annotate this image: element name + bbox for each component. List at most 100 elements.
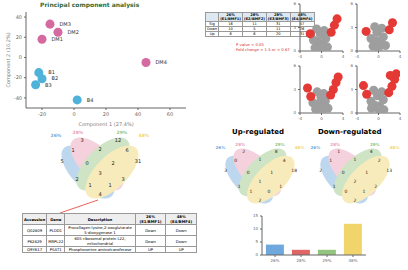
svg-text:-40: -40 bbox=[14, 95, 22, 101]
svg-text:DM4: DM4 bbox=[156, 59, 167, 65]
svg-text:2: 2 bbox=[98, 146, 101, 152]
svg-text:-4: -4 bbox=[355, 116, 359, 121]
svg-text:6: 6 bbox=[350, 63, 353, 68]
svg-text:2: 2 bbox=[319, 168, 322, 173]
svg-text:1: 1 bbox=[337, 149, 340, 154]
svg-text:28%: 28% bbox=[73, 130, 84, 135]
svg-text:2: 2 bbox=[75, 176, 78, 182]
svg-text:1: 1 bbox=[333, 184, 336, 189]
svg-text:28%: 28% bbox=[297, 258, 306, 263]
svg-text:1: 1 bbox=[270, 170, 273, 175]
svg-text:DM3: DM3 bbox=[60, 21, 71, 27]
svg-text:3: 3 bbox=[121, 176, 124, 182]
svg-text:Component 2 (10.2%): Component 2 (10.2%) bbox=[8, 32, 12, 87]
svg-text:0: 0 bbox=[293, 48, 296, 53]
svg-text:4: 4 bbox=[370, 149, 373, 154]
svg-text:1: 1 bbox=[365, 170, 368, 175]
svg-text:1: 1 bbox=[329, 158, 332, 163]
svg-text:0: 0 bbox=[320, 116, 323, 121]
svg-text:4: 4 bbox=[399, 116, 400, 121]
svg-text:3: 3 bbox=[293, 87, 296, 92]
svg-text:29%: 29% bbox=[117, 130, 128, 135]
svg-text:0: 0 bbox=[342, 170, 345, 175]
svg-text:12: 12 bbox=[115, 137, 121, 143]
svg-text:4: 4 bbox=[342, 54, 345, 59]
svg-text:-4: -4 bbox=[298, 54, 302, 59]
svg-text:1: 1 bbox=[259, 179, 262, 184]
svg-text:DM1: DM1 bbox=[52, 36, 63, 42]
svg-text:4: 4 bbox=[98, 191, 101, 197]
svg-text:2: 2 bbox=[354, 179, 357, 184]
svg-text:8: 8 bbox=[275, 149, 278, 154]
svg-text:6: 6 bbox=[350, 1, 353, 6]
svg-text:3: 3 bbox=[293, 25, 296, 30]
svg-text:4: 4 bbox=[283, 158, 286, 163]
svg-text:29%: 29% bbox=[370, 142, 380, 147]
svg-text:0: 0 bbox=[234, 158, 237, 163]
svg-text:1: 1 bbox=[354, 157, 357, 162]
svg-text:0: 0 bbox=[268, 189, 271, 194]
svg-text:20: 20 bbox=[16, 34, 22, 40]
svg-text:1: 1 bbox=[108, 182, 111, 188]
svg-text:48%: 48% bbox=[390, 145, 400, 150]
svg-text:-4: -4 bbox=[298, 116, 302, 121]
svg-text:B2: B2 bbox=[52, 75, 59, 81]
svg-text:3: 3 bbox=[350, 25, 353, 30]
svg-text:26%: 26% bbox=[311, 145, 321, 150]
svg-text:5: 5 bbox=[60, 158, 63, 164]
svg-text:1: 1 bbox=[363, 189, 366, 194]
svg-text:2: 2 bbox=[259, 198, 262, 203]
svg-text:26%: 26% bbox=[271, 258, 280, 263]
svg-text:48%: 48% bbox=[349, 258, 358, 263]
svg-text:Component 1 (27.4%): Component 1 (27.4%) bbox=[78, 121, 133, 128]
svg-text:28%: 28% bbox=[235, 142, 245, 147]
svg-text:1: 1 bbox=[279, 184, 282, 189]
svg-text:4: 4 bbox=[342, 116, 345, 121]
svg-text:29%: 29% bbox=[275, 142, 285, 147]
svg-text:2: 2 bbox=[242, 149, 245, 154]
svg-text:0: 0 bbox=[350, 48, 353, 53]
svg-text:0: 0 bbox=[377, 116, 380, 121]
svg-text:0: 0 bbox=[255, 252, 258, 257]
svg-text:26%: 26% bbox=[51, 133, 62, 138]
svg-text:3: 3 bbox=[80, 137, 83, 143]
svg-text:3: 3 bbox=[350, 87, 353, 92]
svg-text:29%: 29% bbox=[323, 258, 332, 263]
svg-text:48%: 48% bbox=[139, 133, 150, 138]
svg-text:6: 6 bbox=[293, 63, 296, 68]
svg-text:18: 18 bbox=[291, 168, 297, 173]
svg-text:0: 0 bbox=[320, 54, 323, 59]
svg-text:10: 10 bbox=[253, 226, 259, 231]
svg-text:B3: B3 bbox=[45, 82, 52, 88]
svg-text:0: 0 bbox=[293, 110, 296, 115]
svg-text:5: 5 bbox=[255, 239, 258, 244]
svg-text:13: 13 bbox=[386, 168, 392, 173]
svg-text:15: 15 bbox=[253, 214, 259, 218]
svg-text:-20: -20 bbox=[14, 74, 22, 80]
svg-text:B4: B4 bbox=[87, 97, 94, 103]
svg-text:1: 1 bbox=[71, 147, 74, 153]
svg-text:2: 2 bbox=[111, 160, 114, 166]
svg-text:6: 6 bbox=[125, 147, 128, 153]
svg-text:20: 20 bbox=[103, 111, 109, 117]
svg-text:3: 3 bbox=[224, 168, 227, 173]
svg-text:0: 0 bbox=[247, 170, 250, 175]
svg-text:48%: 48% bbox=[295, 145, 305, 150]
svg-text:26%: 26% bbox=[216, 145, 226, 150]
svg-text:1: 1 bbox=[259, 157, 262, 162]
svg-text:0: 0 bbox=[19, 54, 22, 60]
svg-text:40: 40 bbox=[16, 14, 22, 20]
svg-text:28%: 28% bbox=[330, 142, 340, 147]
svg-text:0: 0 bbox=[377, 54, 380, 59]
svg-text:2: 2 bbox=[378, 158, 381, 163]
svg-text:0: 0 bbox=[72, 111, 75, 117]
svg-text:-20: -20 bbox=[38, 111, 46, 117]
svg-text:60: 60 bbox=[167, 111, 173, 117]
svg-text:6: 6 bbox=[293, 1, 296, 6]
svg-text:1: 1 bbox=[238, 184, 241, 189]
svg-text:40: 40 bbox=[135, 111, 141, 117]
svg-text:-4: -4 bbox=[355, 54, 359, 59]
svg-text:3: 3 bbox=[98, 170, 101, 176]
svg-text:0: 0 bbox=[350, 110, 353, 115]
svg-text:2: 2 bbox=[354, 198, 357, 203]
